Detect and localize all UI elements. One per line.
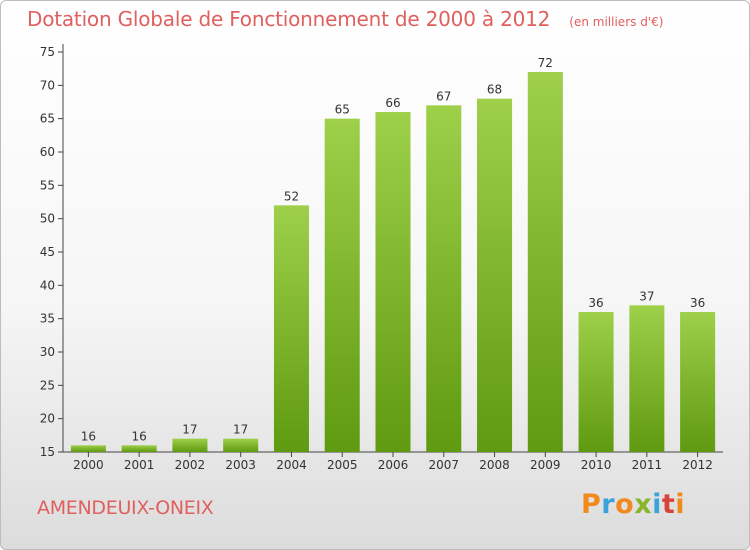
- bar-2012: [680, 312, 716, 452]
- proxiti-logo[interactable]: Proxiti: [581, 489, 685, 520]
- bar-2008: [477, 98, 513, 453]
- x-tick-label-2004: 2004: [276, 458, 307, 472]
- value-label-2003: 17: [233, 423, 248, 437]
- x-tick-label-2005: 2005: [327, 458, 358, 472]
- x-tick-label-2006: 2006: [378, 458, 409, 472]
- value-label-2005: 65: [335, 103, 350, 117]
- y-tick-label: 25: [40, 378, 55, 392]
- y-tick-label: 40: [40, 278, 55, 292]
- title-row: Dotation Globale de Fonctionnement de 20…: [27, 7, 663, 31]
- x-tick-label-2000: 2000: [73, 458, 104, 472]
- logo-letter: t: [661, 489, 676, 520]
- logo-letter: x: [634, 489, 653, 520]
- bar-2001: [121, 445, 157, 452]
- chart-subtitle: (en milliers d'€): [569, 15, 664, 29]
- value-label-2008: 68: [487, 83, 502, 97]
- y-tick-label: 75: [40, 45, 55, 59]
- y-tick-label: 50: [40, 212, 55, 226]
- bar-2010: [578, 312, 614, 452]
- logo-letter: P: [581, 489, 602, 520]
- x-tick-label-2008: 2008: [479, 458, 510, 472]
- value-label-2000: 16: [81, 429, 96, 443]
- x-tick-label-2007: 2007: [428, 458, 459, 472]
- y-tick-label: 15: [40, 445, 55, 459]
- bar-2006: [375, 112, 411, 452]
- value-label-2004: 52: [284, 189, 299, 203]
- y-tick-label: 30: [40, 345, 55, 359]
- bar-2011: [629, 305, 665, 452]
- value-label-2006: 66: [385, 96, 400, 110]
- y-tick-label: 35: [40, 312, 55, 326]
- y-tick-label: 55: [40, 178, 55, 192]
- logo-letter: r: [601, 489, 616, 520]
- y-tick-label: 65: [40, 112, 55, 126]
- value-label-2012: 36: [690, 296, 705, 310]
- x-tick-label-2012: 2012: [682, 458, 713, 472]
- chart-title: Dotation Globale de Fonctionnement de 20…: [27, 7, 551, 31]
- y-tick-label: 20: [40, 412, 55, 426]
- bar-2004: [273, 205, 309, 452]
- value-label-2009: 72: [538, 56, 553, 70]
- value-label-2011: 37: [639, 289, 654, 303]
- logo-letter: o: [615, 489, 635, 520]
- bar-2003: [223, 438, 259, 452]
- x-tick-label-2010: 2010: [581, 458, 612, 472]
- x-tick-label-2001: 2001: [124, 458, 155, 472]
- logo-letter: i: [652, 489, 662, 520]
- place-name: AMENDEUIX-ONEIX: [37, 497, 214, 519]
- value-label-2010: 36: [588, 296, 603, 310]
- bar-2002: [172, 438, 208, 452]
- x-tick-label-2011: 2011: [632, 458, 663, 472]
- value-label-2002: 17: [182, 423, 197, 437]
- x-tick-label-2003: 2003: [225, 458, 256, 472]
- bar-2005: [324, 118, 360, 453]
- bar-2007: [426, 105, 462, 452]
- logo-letter: i: [675, 489, 686, 520]
- y-tick-label: 45: [40, 245, 55, 259]
- value-label-2001: 16: [132, 429, 147, 443]
- bar-2009: [527, 72, 563, 452]
- value-label-2007: 67: [436, 89, 451, 103]
- x-tick-label-2002: 2002: [175, 458, 206, 472]
- y-tick-label: 70: [40, 78, 55, 92]
- y-tick-label: 60: [40, 145, 55, 159]
- x-tick-label-2009: 2009: [530, 458, 561, 472]
- bar-2000: [70, 445, 106, 452]
